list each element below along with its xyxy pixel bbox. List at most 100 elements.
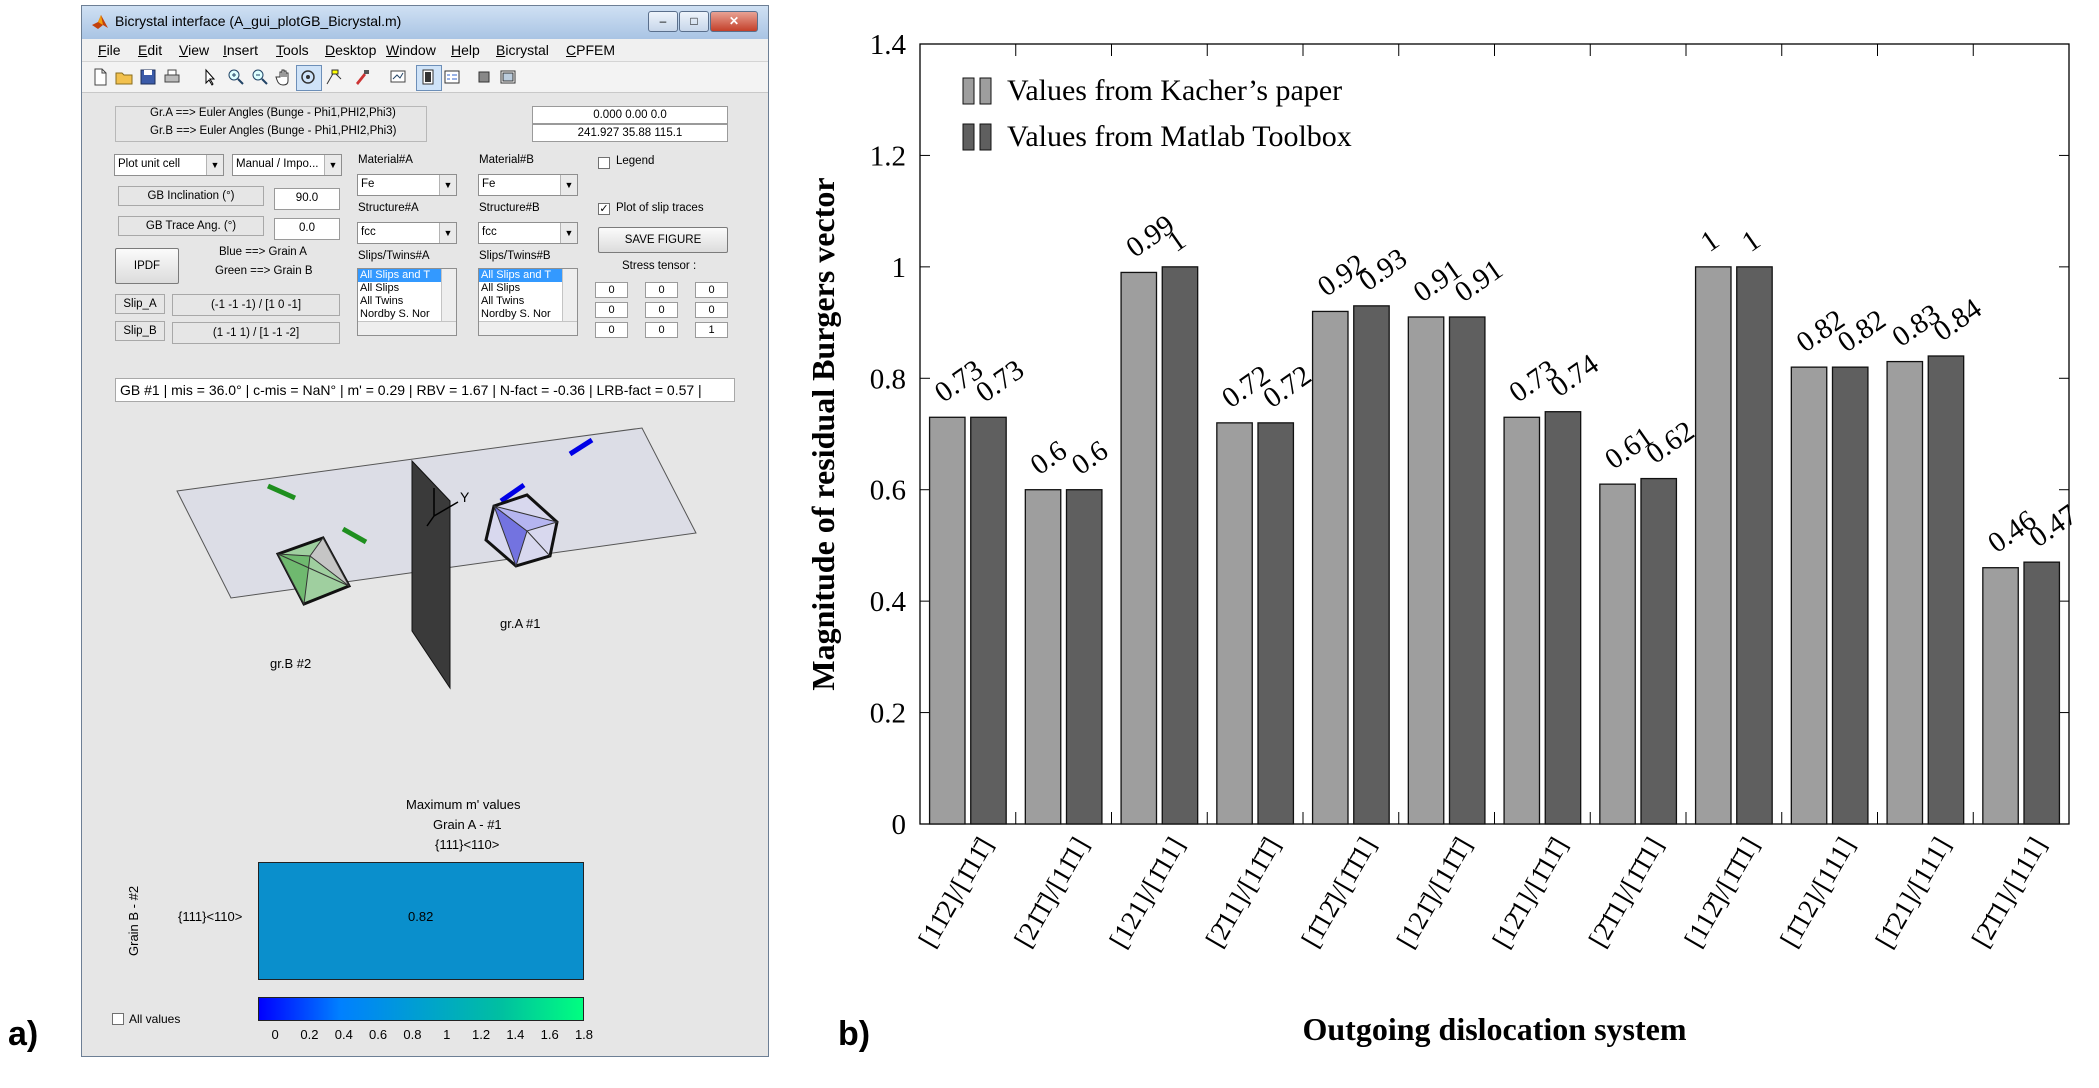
- zoom-out-icon[interactable]: [250, 67, 270, 87]
- y-axis-title: Magnitude of residual Burgers vector: [805, 177, 841, 690]
- heatmap-cell[interactable]: [258, 862, 584, 980]
- print-icon[interactable]: [162, 67, 182, 87]
- ipdf-button[interactable]: IPDF: [115, 248, 179, 284]
- list-item[interactable]: All Slips: [481, 282, 521, 294]
- open-folder-icon[interactable]: [114, 67, 134, 87]
- list-item[interactable]: All Twins: [481, 295, 525, 307]
- unit-cell-grain-a: [484, 493, 559, 568]
- data-cursor-icon[interactable]: [324, 67, 344, 87]
- structure-a-select[interactable]: fcc ▼: [357, 222, 457, 244]
- list-item[interactable]: Nordby S. Nor: [481, 308, 551, 320]
- pan-hand-icon[interactable]: [274, 67, 294, 87]
- material-a-select[interactable]: Fe ▼: [357, 174, 457, 196]
- maximize-button[interactable]: □: [679, 11, 709, 32]
- stress-tensor-cell[interactable]: 0: [595, 302, 628, 318]
- stress-tensor-cell[interactable]: 0: [645, 302, 678, 318]
- stress-tensor-cell[interactable]: 0: [645, 322, 678, 338]
- hide-plot-tools-icon[interactable]: [474, 67, 494, 87]
- menu-file[interactable]: File: [98, 42, 121, 58]
- menu-insert[interactable]: Insert: [223, 42, 259, 58]
- heatmap-y-title: Grain B - #2: [126, 885, 141, 956]
- grain-a-label: gr.A #1: [500, 616, 540, 631]
- list-item[interactable]: All Slips and T: [479, 269, 577, 282]
- horizontal-scrollbar[interactable]: [479, 321, 577, 335]
- stress-tensor-cell[interactable]: 0: [595, 282, 628, 298]
- chevron-down-icon: ▼: [206, 155, 223, 175]
- horizontal-scrollbar[interactable]: [358, 321, 456, 335]
- stress-tensor-label: Stress tensor :: [622, 260, 697, 272]
- x-tick-label: [12̄1]/[1̄11̄]: [1486, 832, 1573, 953]
- bar-value-label: 0.62: [1640, 415, 1700, 470]
- slip-b-label: Slip_B: [115, 321, 165, 341]
- list-item[interactable]: Nordby S. Nor: [360, 308, 430, 320]
- bar-value-label: 0.91: [1449, 253, 1509, 308]
- legend-swatch: [979, 77, 992, 105]
- close-button[interactable]: ✕: [710, 11, 758, 32]
- slip-b-value: (1 -1 1) / [1 -1 -2]: [172, 322, 340, 344]
- save-figure-button[interactable]: SAVE FIGURE: [598, 227, 728, 253]
- zoom-in-icon[interactable]: [226, 67, 246, 87]
- heatmap-y-tick: {111}<110>: [178, 909, 243, 924]
- title-bar: Bicrystal interface (A_gui_plotGB_Bicrys…: [82, 6, 768, 40]
- gb-trace-input[interactable]: 0.0: [274, 218, 340, 240]
- colorbar-icon[interactable]: [418, 67, 438, 87]
- show-plot-tools-icon[interactable]: [498, 67, 518, 87]
- panel-label-b: b): [838, 1015, 871, 1053]
- vertical-scrollbar[interactable]: [562, 269, 577, 323]
- colorbar-tick-label: 1: [443, 1027, 451, 1042]
- slip-trace-grain-a: [499, 482, 526, 504]
- euler-label-grain-b: Gr.B ==> Euler Angles (Bunge - Phi1,PHI2…: [150, 125, 397, 137]
- all-values-checkbox[interactable]: [112, 1013, 124, 1025]
- new-file-icon[interactable]: [90, 67, 110, 87]
- y-tick-label: 0.4: [870, 586, 907, 618]
- euler-value-grain-b[interactable]: 241.927 35.88 115.1: [532, 124, 728, 142]
- rotate-3d-icon[interactable]: [298, 67, 318, 87]
- menu-view[interactable]: View: [179, 42, 210, 58]
- save-icon[interactable]: [138, 67, 158, 87]
- menu-tools[interactable]: Tools: [276, 42, 309, 58]
- slips-a-listbox[interactable]: All Slips and T All Slips All Twins Nord…: [357, 268, 457, 336]
- stress-tensor-cell[interactable]: 0: [595, 322, 628, 338]
- material-b-label: Material#B: [479, 154, 534, 166]
- menu-help[interactable]: Help: [451, 42, 480, 58]
- structure-b-select[interactable]: fcc ▼: [478, 222, 578, 244]
- list-item[interactable]: All Twins: [360, 295, 404, 307]
- pointer-icon[interactable]: [200, 67, 220, 87]
- legend-checkbox[interactable]: [598, 157, 610, 169]
- menu-window[interactable]: Window: [386, 42, 436, 58]
- structure-b-label: Structure#B: [479, 202, 540, 214]
- stress-tensor-cell[interactable]: 0: [695, 302, 728, 318]
- bar-value-label: 1: [1695, 224, 1725, 259]
- menu-edit[interactable]: Edit: [138, 42, 163, 58]
- menu-cpfem[interactable]: CPFEM: [566, 42, 616, 58]
- material-b-select[interactable]: Fe ▼: [478, 174, 578, 196]
- minimize-button[interactable]: –: [648, 11, 678, 32]
- chevron-down-icon: ▼: [560, 175, 577, 195]
- plot-type-select[interactable]: Plot unit cell ▼: [114, 154, 224, 176]
- bar: [1161, 266, 1199, 825]
- y-tick-label: 0.2: [870, 698, 906, 730]
- legend-icon[interactable]: [442, 67, 462, 87]
- brush-icon[interactable]: [352, 67, 372, 87]
- list-item[interactable]: All Slips: [360, 282, 400, 294]
- bar: [1886, 360, 1924, 825]
- menu-bicrystal[interactable]: Bicrystal: [496, 42, 549, 58]
- mode-select[interactable]: Manual / Impo... ▼: [232, 154, 342, 176]
- stress-tensor-cell[interactable]: 1: [695, 322, 728, 338]
- matlab-logo-icon: [92, 15, 108, 29]
- euler-value-grain-a[interactable]: 0.000 0.00 0.0: [532, 106, 728, 124]
- stress-tensor-cell[interactable]: 0: [645, 282, 678, 298]
- vertical-scrollbar[interactable]: [441, 269, 456, 323]
- gb-inclination-input[interactable]: 90.0: [274, 188, 340, 210]
- stress-tensor-cell[interactable]: 0: [695, 282, 728, 298]
- bar: [2023, 561, 2061, 825]
- colorbar: [258, 997, 584, 1021]
- link-plot-icon[interactable]: [388, 67, 408, 87]
- bar: [1448, 316, 1486, 825]
- slip-traces-checkbox[interactable]: ✓: [598, 203, 610, 215]
- menu-desktop[interactable]: Desktop: [325, 42, 377, 58]
- bar: [1694, 266, 1732, 825]
- list-item[interactable]: All Slips and T: [358, 269, 456, 282]
- bicrystal-3d-view[interactable]: Y gr.A #1 gr.B #2: [82, 406, 768, 776]
- slips-b-listbox[interactable]: All Slips and T All Slips All Twins Nord…: [478, 268, 578, 336]
